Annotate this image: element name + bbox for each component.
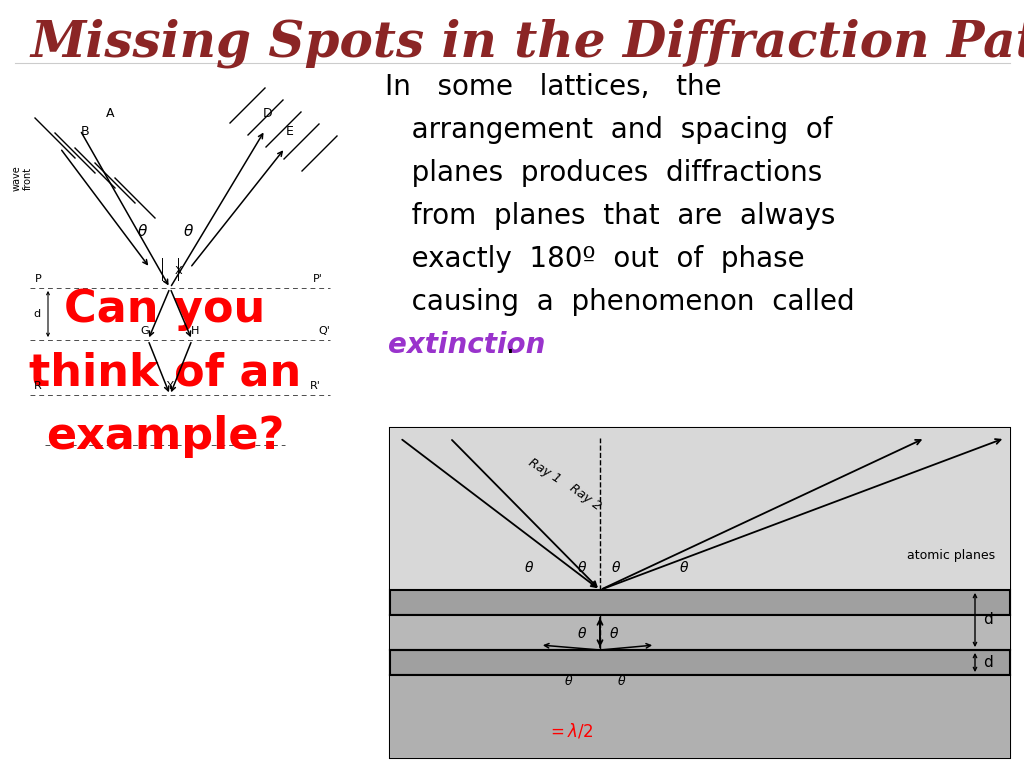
Text: .: . xyxy=(506,331,515,359)
Text: P: P xyxy=(35,274,41,284)
Text: θ: θ xyxy=(618,675,626,688)
Text: θ: θ xyxy=(578,627,587,641)
Text: θ: θ xyxy=(612,561,621,575)
Text: atomic planes: atomic planes xyxy=(907,548,995,561)
Text: Y: Y xyxy=(167,381,173,391)
Text: d: d xyxy=(983,655,992,670)
Text: X: X xyxy=(174,266,182,276)
Bar xyxy=(390,675,1010,758)
Text: d: d xyxy=(983,613,992,627)
Text: Q': Q' xyxy=(318,326,330,336)
Text: θ: θ xyxy=(525,561,534,575)
Text: E: E xyxy=(286,125,294,138)
Text: θ: θ xyxy=(680,561,688,575)
Text: Ray 2: Ray 2 xyxy=(566,482,603,513)
Bar xyxy=(390,428,1010,590)
Text: d: d xyxy=(33,309,40,319)
Text: Missing Spots in the Diffraction Pattern: Missing Spots in the Diffraction Pattern xyxy=(30,18,1024,68)
Text: Ray 1: Ray 1 xyxy=(526,456,563,486)
Text: wave
front: wave front xyxy=(11,165,33,191)
Text: θ: θ xyxy=(183,224,193,239)
Text: exactly  180º  out  of  phase: exactly 180º out of phase xyxy=(385,245,805,273)
Text: D: D xyxy=(263,107,272,120)
Text: P': P' xyxy=(313,274,323,284)
Bar xyxy=(390,428,1010,758)
Bar xyxy=(390,650,1010,675)
Text: A: A xyxy=(105,107,115,120)
Text: G: G xyxy=(140,326,150,336)
Text: H: H xyxy=(190,326,200,336)
Bar xyxy=(390,615,1010,650)
Text: In   some   lattices,   the: In some lattices, the xyxy=(385,73,722,101)
Text: planes  produces  diffractions: planes produces diffractions xyxy=(385,159,822,187)
Text: θ: θ xyxy=(565,675,572,688)
Text: θ: θ xyxy=(578,561,587,575)
Text: $=\lambda/2$: $=\lambda/2$ xyxy=(547,721,593,740)
Text: R: R xyxy=(34,381,42,391)
Text: R': R' xyxy=(310,381,321,391)
Text: extinction: extinction xyxy=(388,331,546,359)
Text: θ: θ xyxy=(137,224,146,239)
Text: B: B xyxy=(81,125,89,138)
Text: arrangement  and  spacing  of: arrangement and spacing of xyxy=(385,116,833,144)
Text: Can you
think of an
example?: Can you think of an example? xyxy=(29,288,301,458)
Text: causing  a  phenomenon  called: causing a phenomenon called xyxy=(385,288,855,316)
Text: θ: θ xyxy=(610,627,618,641)
Bar xyxy=(390,590,1010,615)
Text: from  planes  that  are  always: from planes that are always xyxy=(385,202,836,230)
